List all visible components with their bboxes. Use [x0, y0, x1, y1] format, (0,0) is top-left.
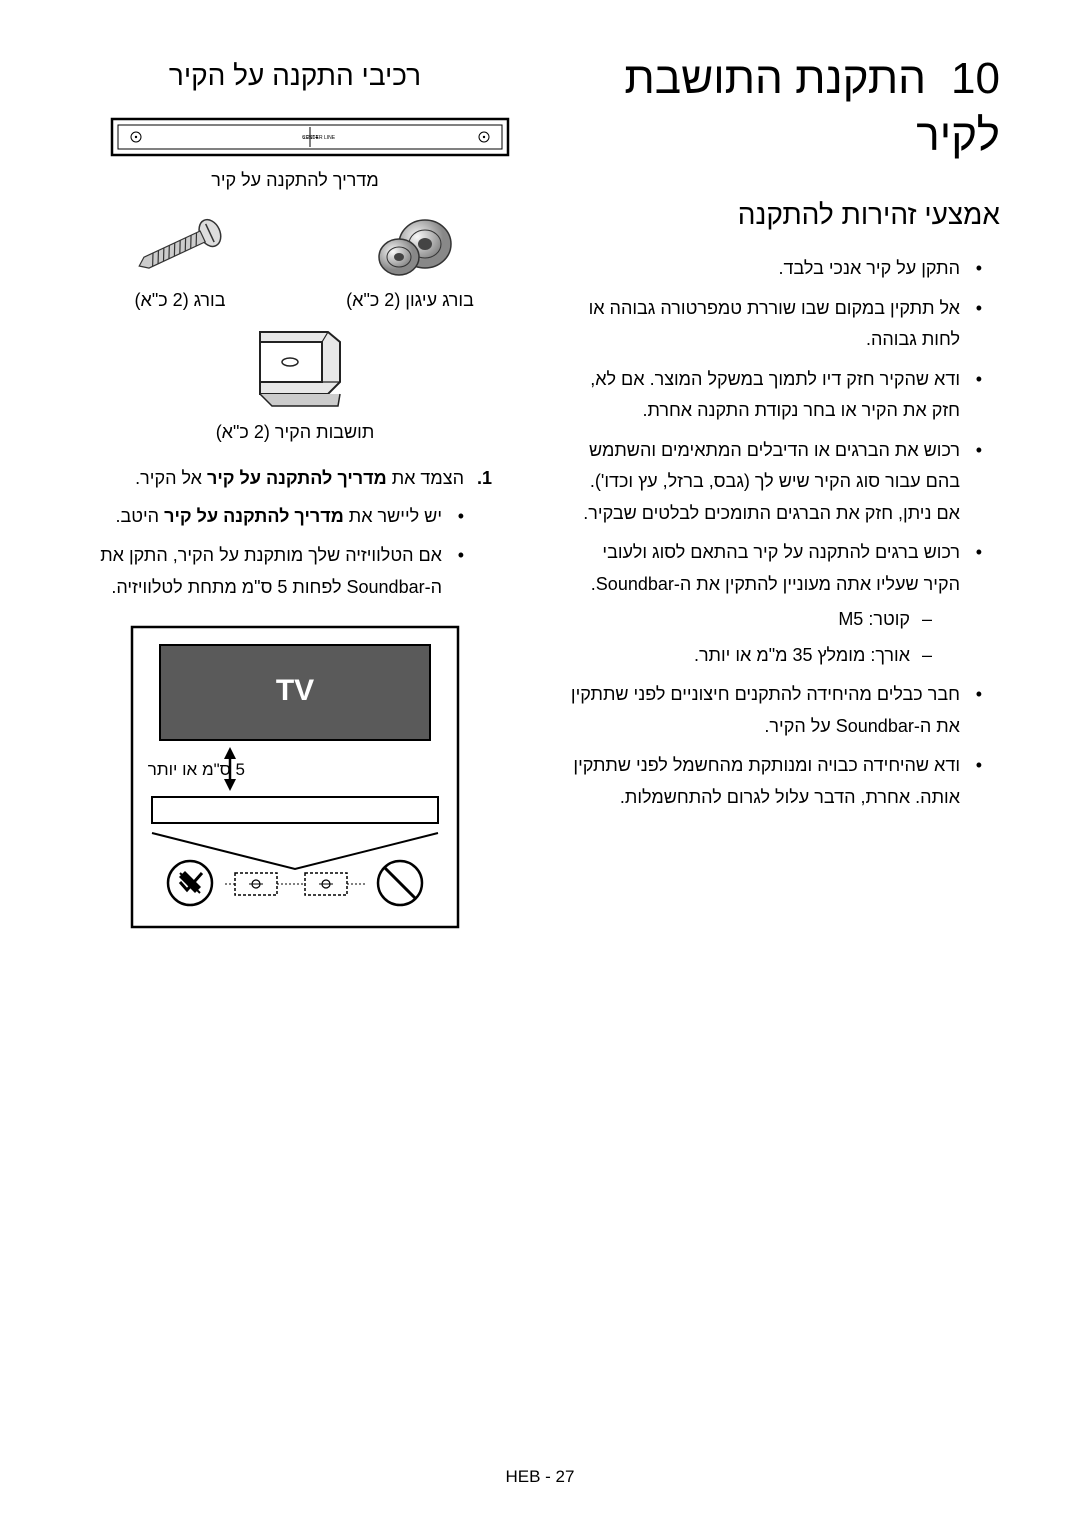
- tv-soundbar-diagram: TV 5 ס"מ או יותר: [80, 625, 510, 930]
- svg-text:5 ס"מ או יותר: 5 ס"מ או יותר: [148, 760, 245, 779]
- safety-item: חבר כבלים מהיחידה להתקנים חיצוניים לפני …: [570, 679, 982, 742]
- wallmount-guide-figure: CENTER LINE x 2014: [80, 117, 510, 162]
- svg-text:TV: TV: [276, 674, 314, 707]
- safety-list: התקן על קיר אנכי בלבד. אל תתקין במקום שב…: [570, 253, 1000, 813]
- page-footer: HEB - 27: [0, 1467, 1080, 1487]
- anchor-screw-label: בורג עיגון (2 כ"א): [346, 290, 474, 311]
- bracket-label: תושבות הקיר (2 כ"א): [80, 422, 510, 443]
- anchor-screw-figure: בורג עיגון (2 כ"א): [310, 209, 510, 311]
- chapter-title: 10התקנת התושבת לקיר: [570, 50, 1000, 164]
- safety-item: רכוש את הברגים או הדיבלים המתאימים והשתמ…: [570, 435, 982, 530]
- steps-list: הצמד את מדריך להתקנה על קיר אל הקיר. יש …: [80, 463, 510, 603]
- chapter-number: 10: [951, 50, 1000, 107]
- safety-subitem: קוטר: M5: [570, 604, 932, 636]
- step-1-sub-1: יש ליישר את מדריך להתקנה על קיר היטב.: [80, 501, 464, 533]
- safety-item: ודא שהיחידה כבויה ומנותקת מהחשמל לפני שת…: [570, 750, 982, 813]
- parts-grid: בורג עיגון (2 כ"א) בורג (2 כ"א): [80, 209, 510, 311]
- safety-item: רכוש ברגים להתקנה על קיר בהתאם לסוג ולעו…: [570, 537, 982, 671]
- step-1: הצמד את מדריך להתקנה על קיר אל הקיר. יש …: [80, 463, 492, 603]
- components-heading: רכיבי התקנה על הקיר: [80, 60, 510, 92]
- safety-subitem: אורך: מומלץ 35 מ"מ או יותר.: [570, 640, 932, 672]
- guide-label: מדריך להתקנה על קיר: [80, 170, 510, 191]
- safety-item: התקן על קיר אנכי בלבד.: [570, 253, 982, 285]
- safety-column: 10התקנת התושבת לקיר אמצעי זהירות להתקנה …: [570, 50, 1000, 930]
- safety-item: ודא שהקיר חזק דיו לתמוך במשקל המוצר. אם …: [570, 364, 982, 427]
- step-1-sub-2: אם הטלוויזיה שלך מותקנת על הקיר, התקן את…: [80, 540, 464, 603]
- bracket-figure: [80, 319, 510, 414]
- screw-figure: בורג (2 כ"א): [80, 209, 280, 311]
- screw-label: בורג (2 כ"א): [135, 290, 226, 311]
- svg-text:x 2014: x 2014: [303, 135, 318, 141]
- safety-item: אל תתקין במקום שבו שוררת טמפרטורה גבוהה …: [570, 293, 982, 356]
- safety-heading: אמצעי זהירות להתקנה: [570, 199, 1000, 231]
- components-column: רכיבי התקנה על הקיר CENTER LINE x 2014 מ…: [80, 50, 510, 930]
